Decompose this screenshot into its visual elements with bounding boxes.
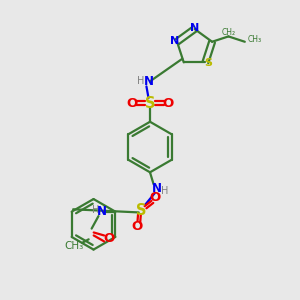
Text: CH₂: CH₂ (221, 28, 236, 37)
Text: CH₃: CH₃ (248, 35, 262, 44)
Text: O: O (103, 232, 114, 245)
Text: S: S (145, 96, 155, 111)
Text: N: N (144, 75, 154, 88)
Text: H: H (161, 186, 169, 196)
Text: N: N (152, 182, 161, 194)
Text: O: O (132, 220, 143, 233)
Text: S: S (136, 202, 147, 217)
Text: N: N (96, 205, 106, 218)
Text: H: H (137, 76, 145, 86)
Text: N: N (190, 23, 199, 33)
Text: CH₃: CH₃ (64, 242, 83, 251)
Text: O: O (149, 191, 161, 204)
Text: O: O (126, 97, 137, 110)
Text: H: H (92, 206, 99, 215)
Text: S: S (204, 58, 212, 68)
Text: N: N (170, 36, 179, 46)
Text: O: O (163, 97, 174, 110)
